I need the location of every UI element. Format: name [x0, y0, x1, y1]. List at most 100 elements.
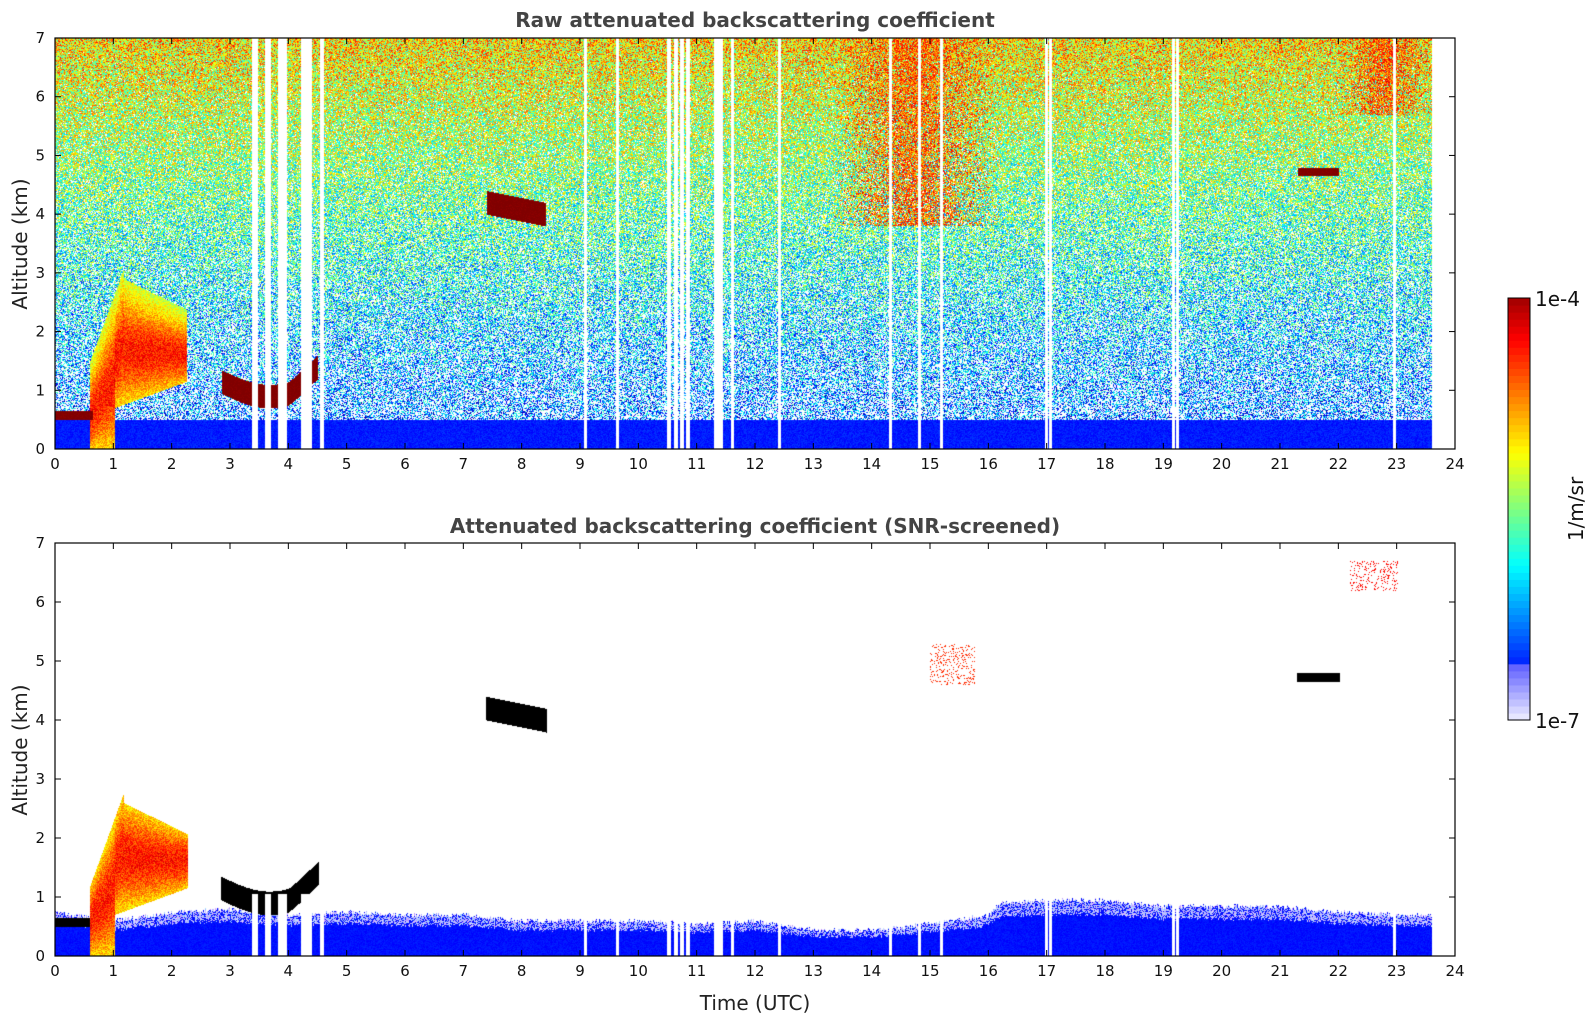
raw-y-axis-label: Altitude (km) — [8, 178, 32, 309]
colorbar-min-label: 1e-7 — [1535, 709, 1580, 733]
colorbar-step — [1508, 691, 1530, 700]
colorbar-step — [1508, 537, 1530, 545]
x-tick-label: 21 — [1270, 962, 1289, 980]
colorbar-step — [1508, 452, 1530, 461]
raw-heatmap — [55, 38, 1455, 449]
x-tick-label: 6 — [400, 455, 410, 473]
x-tick-label: 8 — [517, 962, 527, 980]
x-tick-label: 17 — [1037, 962, 1056, 980]
colorbar-step — [1508, 438, 1530, 447]
colorbar-step — [1508, 312, 1530, 320]
colorbar-step — [1508, 340, 1530, 348]
colorbar-step — [1508, 509, 1530, 517]
x-tick-label: 3 — [225, 455, 235, 473]
x-tick-label: 15 — [920, 962, 939, 980]
colorbar-step — [1508, 389, 1530, 398]
colorbar-gradient — [1508, 298, 1530, 721]
colorbar-step — [1508, 333, 1530, 341]
x-tick-label: 4 — [284, 962, 294, 980]
y-tick-label: 0 — [35, 947, 45, 965]
colorbar-step — [1508, 375, 1530, 383]
colorbar-step — [1508, 572, 1530, 580]
x-tick-label: 0 — [50, 455, 60, 473]
y-tick-label: 6 — [35, 593, 45, 611]
colorbar-step — [1508, 466, 1530, 475]
screened-x-axis: 0 1 2 3 4 5 6 7 8 9 10 11 12 13 14 15 16 17 18 19 20 21 22 23 24 — [50, 543, 1465, 980]
x-axis-label: Time (UTC) — [699, 991, 811, 1015]
colorbar-step — [1508, 705, 1530, 714]
x-tick-label: 1 — [109, 962, 119, 980]
x-tick-label: 7 — [459, 455, 469, 473]
colorbar-step — [1508, 354, 1530, 362]
colorbar-step — [1508, 473, 1530, 482]
raw-x-axis: 0 1 2 3 4 5 6 7 8 9 10 11 12 13 14 15 16 17 18 19 20 21 22 23 24 — [50, 38, 1465, 473]
colorbar-step — [1508, 298, 1530, 306]
y-tick-label: 2 — [35, 829, 45, 847]
screened-plot-title: Attenuated backscattering coefficient (S… — [450, 514, 1060, 538]
colorbar-step — [1508, 523, 1530, 531]
x-tick-label: 11 — [687, 455, 706, 473]
x-tick-label: 14 — [862, 962, 881, 980]
colorbar-step — [1508, 558, 1530, 566]
colorbar-step — [1508, 656, 1530, 665]
colorbar-step — [1508, 677, 1530, 686]
y-tick-label: 3 — [35, 264, 45, 282]
y-tick-label: 1 — [35, 888, 45, 906]
colorbar-step — [1508, 663, 1530, 672]
colorbar-step — [1508, 445, 1530, 454]
colorbar-step — [1508, 368, 1530, 376]
x-tick-label: 2 — [167, 455, 177, 473]
colorbar-step — [1508, 635, 1530, 644]
x-tick-label: 10 — [629, 962, 648, 980]
x-tick-label: 21 — [1270, 455, 1289, 473]
x-tick-label: 20 — [1212, 962, 1231, 980]
colorbar-step — [1508, 319, 1530, 327]
x-tick-label: 18 — [1095, 455, 1114, 473]
x-tick-label: 9 — [575, 455, 585, 473]
x-tick-label: 14 — [862, 455, 881, 473]
x-tick-label: 1 — [109, 455, 119, 473]
x-tick-label: 19 — [1154, 455, 1173, 473]
colorbar-step — [1508, 607, 1530, 616]
colorbar-max-label: 1e-4 — [1535, 287, 1580, 311]
x-tick-label: 10 — [629, 455, 648, 473]
colorbar-step — [1508, 712, 1530, 721]
screened-heatmap-image — [55, 543, 1455, 956]
screened-y-axis: 0 1 2 3 4 5 6 7 — [35, 534, 1455, 965]
x-tick-label: 3 — [225, 962, 235, 980]
colorbar-step — [1508, 698, 1530, 707]
colorbar-step — [1508, 649, 1530, 658]
colorbar-step — [1508, 487, 1530, 496]
colorbar-step — [1508, 516, 1530, 524]
colorbar-frame — [1507, 297, 1531, 721]
x-tick-label: 22 — [1329, 962, 1348, 980]
colorbar-step — [1508, 326, 1530, 334]
colorbar-step — [1508, 628, 1530, 637]
colorbar-step — [1508, 565, 1530, 573]
raw-y-axis: 0 1 2 3 4 5 6 7 — [35, 29, 1455, 458]
y-tick-label: 3 — [35, 770, 45, 788]
x-tick-label: 24 — [1445, 455, 1464, 473]
x-tick-label: 23 — [1387, 455, 1406, 473]
y-tick-label: 1 — [35, 381, 45, 399]
colorbar-step — [1508, 382, 1530, 391]
x-tick-label: 20 — [1212, 455, 1231, 473]
x-tick-label: 8 — [517, 455, 527, 473]
x-tick-label: 9 — [575, 962, 585, 980]
x-tick-label: 17 — [1037, 455, 1056, 473]
x-tick-label: 13 — [804, 962, 823, 980]
colorbar-step — [1508, 586, 1530, 594]
colorbar-step — [1508, 593, 1530, 602]
x-tick-label: 16 — [979, 962, 998, 980]
x-tick-label: 11 — [687, 962, 706, 980]
screened-backscatter-panel: Attenuated backscattering coefficient (S… — [8, 514, 1465, 1015]
colorbar-step — [1508, 614, 1530, 623]
x-tick-label: 12 — [745, 455, 764, 473]
colorbar-step — [1508, 494, 1530, 503]
colorbar-step — [1508, 403, 1530, 412]
colorbar-step — [1508, 431, 1530, 440]
x-tick-label: 16 — [979, 455, 998, 473]
x-tick-label: 15 — [920, 455, 939, 473]
colorbar-unit-label: 1/m/sr — [1564, 476, 1588, 541]
